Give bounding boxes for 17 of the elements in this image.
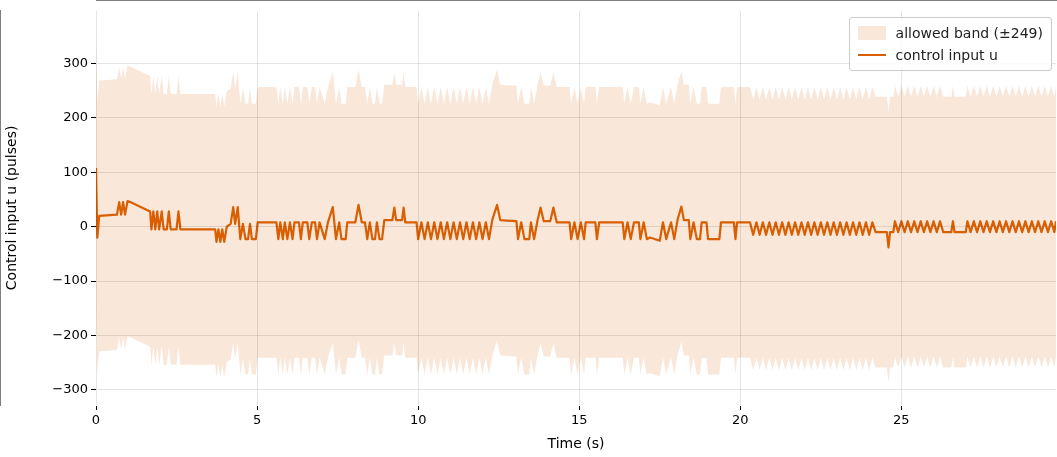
x-tick-label: 25 <box>893 412 910 428</box>
x-tick-label: 10 <box>409 412 427 428</box>
y-tick-label: 0 <box>79 218 88 234</box>
x-tick-label: 5 <box>252 412 262 428</box>
y-axis-title: Control input u (pulses) <box>3 125 20 291</box>
y-tick-label: −100 <box>52 272 88 288</box>
x-tick-label: 20 <box>732 412 749 428</box>
annotation: allowed band (±249) <box>895 24 1043 41</box>
x-tick-label: 15 <box>570 412 588 428</box>
x-tick-label: 0 <box>91 412 101 428</box>
y-tick-label: −300 <box>52 381 88 397</box>
x-axis-title: Time (s) <box>546 435 605 452</box>
y-tick-label: 300 <box>63 54 88 70</box>
legend-label: control input u <box>895 46 998 63</box>
y-tick-label: 200 <box>63 109 88 125</box>
y-tick-label: −200 <box>52 326 88 342</box>
y-tick-label: 100 <box>63 163 88 179</box>
